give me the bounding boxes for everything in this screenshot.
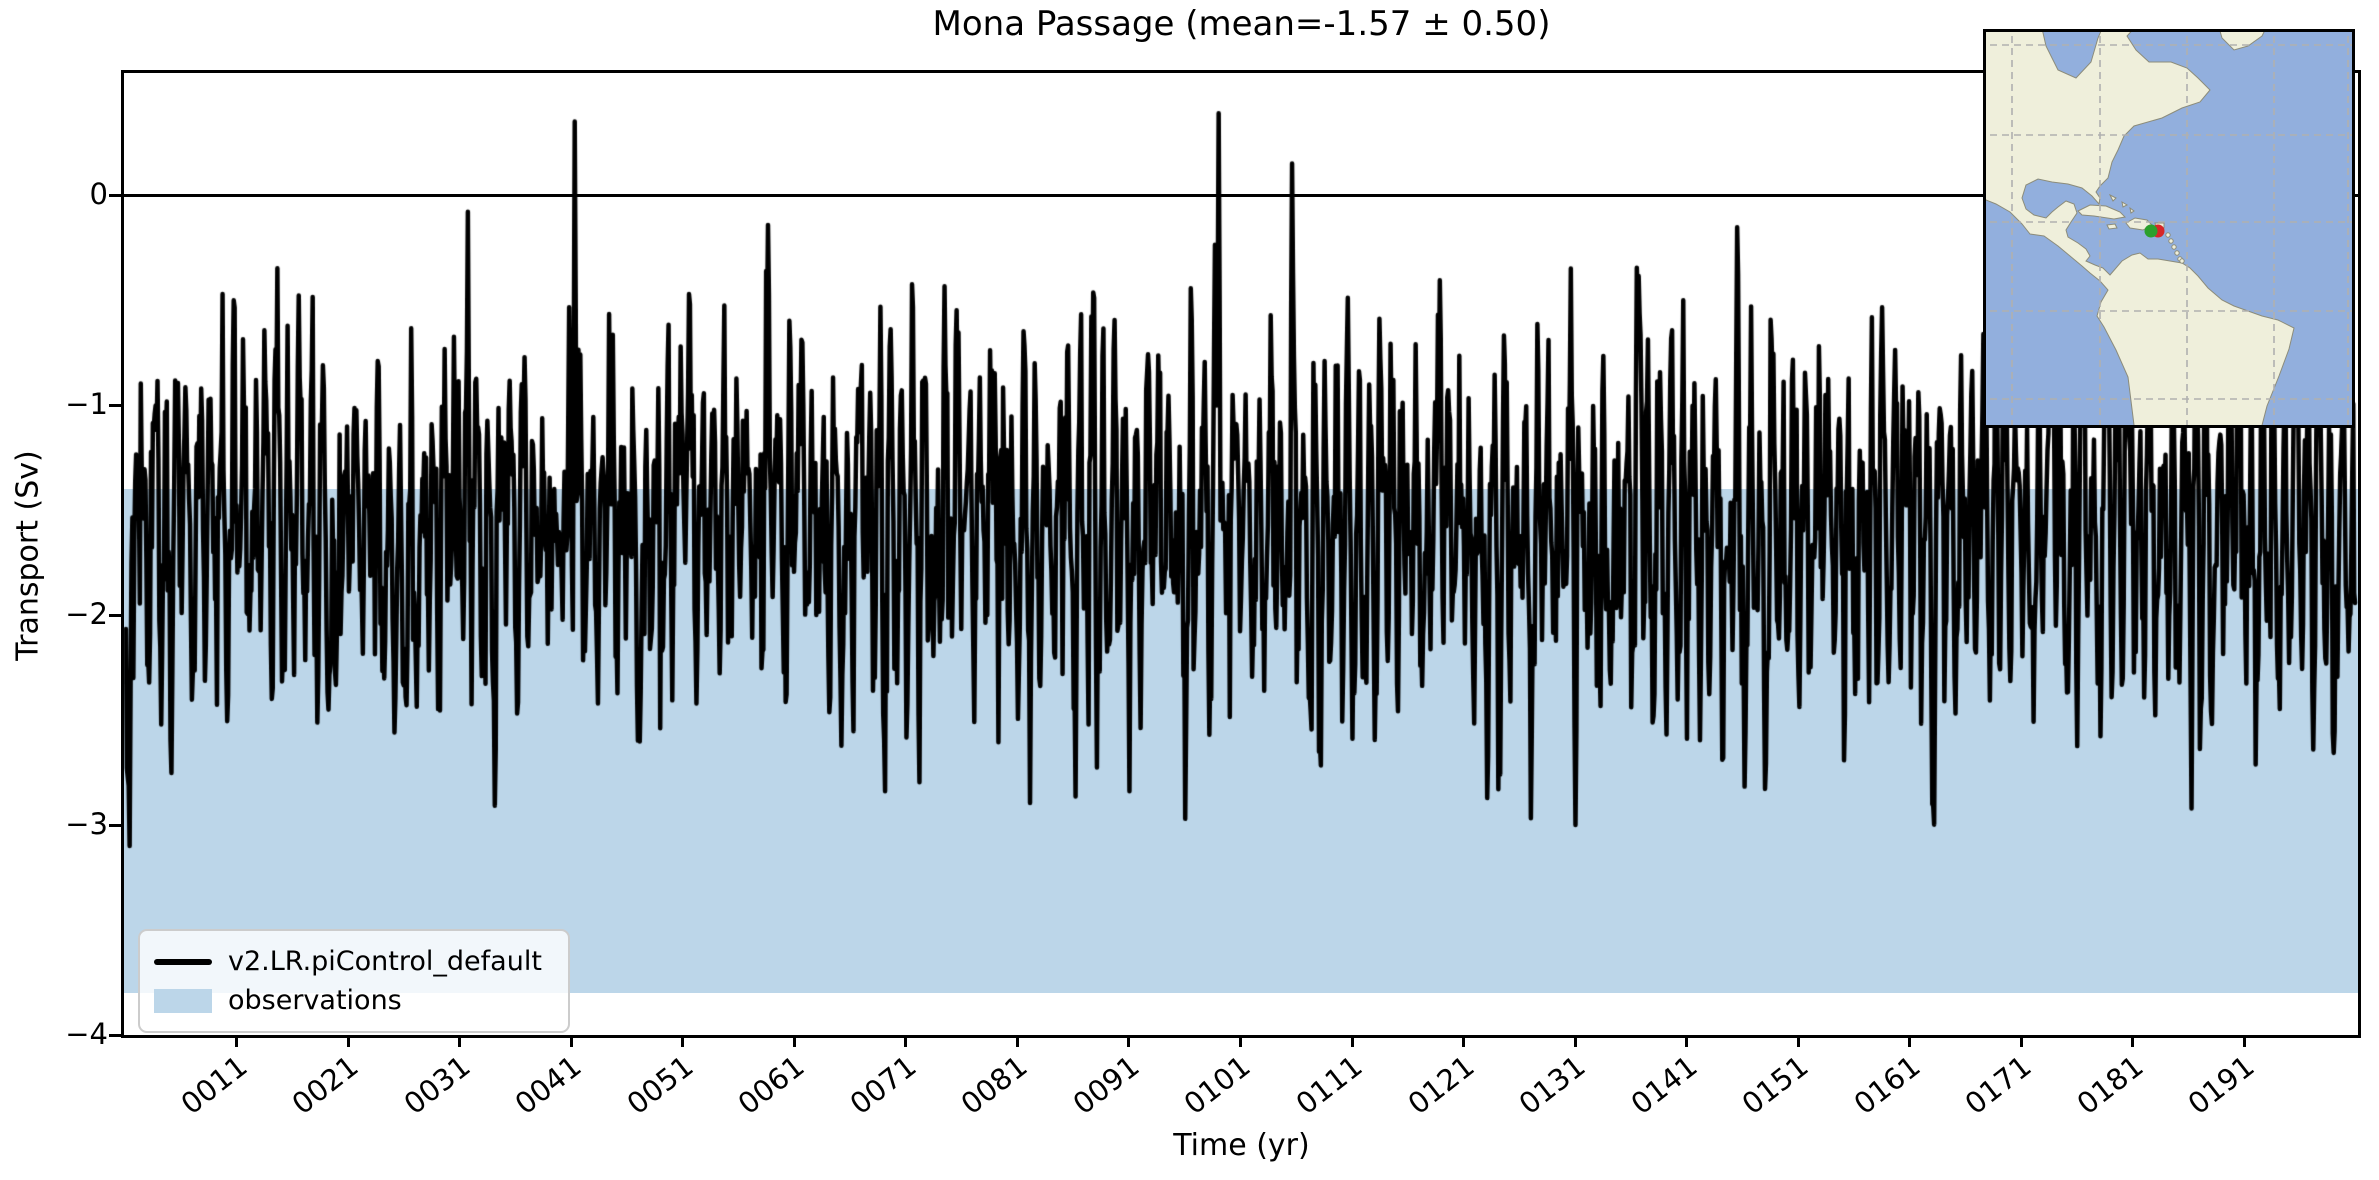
island bbox=[2171, 244, 2177, 250]
y-tick-mark bbox=[109, 613, 121, 617]
y-tick-mark bbox=[109, 403, 121, 407]
legend-line-sample bbox=[154, 958, 212, 965]
x-tick-mark bbox=[792, 1035, 796, 1047]
chart-title: Mona Passage (mean=-1.57 ± 0.50) bbox=[932, 4, 1551, 44]
y-tick-label: −2 bbox=[65, 597, 108, 632]
legend: v2.LR.piControl_default observations bbox=[138, 929, 570, 1033]
legend-row: observations bbox=[140, 984, 568, 1016]
model-site-marker bbox=[2144, 224, 2158, 238]
y-tick-mark bbox=[109, 193, 121, 197]
landmass bbox=[2106, 223, 2118, 230]
landmass bbox=[2108, 193, 2117, 202]
island bbox=[2174, 250, 2180, 256]
y-tick-label: −3 bbox=[65, 807, 108, 841]
x-tick-mark bbox=[1908, 1035, 1912, 1047]
landmass bbox=[2121, 200, 2129, 208]
island bbox=[2179, 258, 2185, 264]
y-tick-label: −1 bbox=[65, 387, 108, 422]
island bbox=[2165, 232, 2171, 238]
legend-label: observations bbox=[228, 984, 402, 1016]
x-tick-mark bbox=[1015, 1035, 1019, 1047]
x-axis-label: Time (yr) bbox=[1173, 1128, 1310, 1163]
y-tick-mark bbox=[109, 823, 121, 827]
x-tick-mark bbox=[904, 1035, 908, 1047]
x-tick-mark bbox=[1127, 1035, 1131, 1047]
x-tick-mark bbox=[681, 1035, 685, 1047]
x-tick-mark bbox=[2131, 1035, 2135, 1047]
x-tick-mark bbox=[346, 1035, 350, 1047]
legend-patch-sample bbox=[154, 988, 212, 1013]
x-tick-mark bbox=[458, 1035, 462, 1047]
x-tick-mark bbox=[1573, 1035, 1577, 1047]
landmass bbox=[2077, 204, 2127, 220]
x-tick-mark bbox=[2019, 1035, 2023, 1047]
inset-map bbox=[1983, 29, 2355, 428]
landmass bbox=[1986, 32, 2295, 425]
landmass bbox=[2129, 206, 2135, 214]
y-tick-mark bbox=[109, 1033, 121, 1037]
y-tick-label: 0 bbox=[89, 177, 108, 212]
x-tick-mark bbox=[235, 1035, 239, 1047]
x-tick-mark bbox=[569, 1035, 573, 1047]
island bbox=[2168, 238, 2174, 244]
x-tick-mark bbox=[1796, 1035, 1800, 1047]
legend-row: v2.LR.piControl_default bbox=[140, 945, 568, 977]
y-axis-label: Transport (Sv) bbox=[10, 450, 46, 661]
y-tick-label: −4 bbox=[65, 1017, 108, 1051]
x-tick-mark bbox=[1350, 1035, 1354, 1047]
x-tick-mark bbox=[1685, 1035, 1688, 1047]
x-tick-mark bbox=[1238, 1035, 1242, 1047]
x-tick-mark bbox=[2242, 1035, 2246, 1047]
x-tick-mark bbox=[1462, 1035, 1465, 1047]
legend-label: v2.LR.piControl_default bbox=[228, 945, 542, 977]
map-svg bbox=[1986, 32, 2352, 425]
